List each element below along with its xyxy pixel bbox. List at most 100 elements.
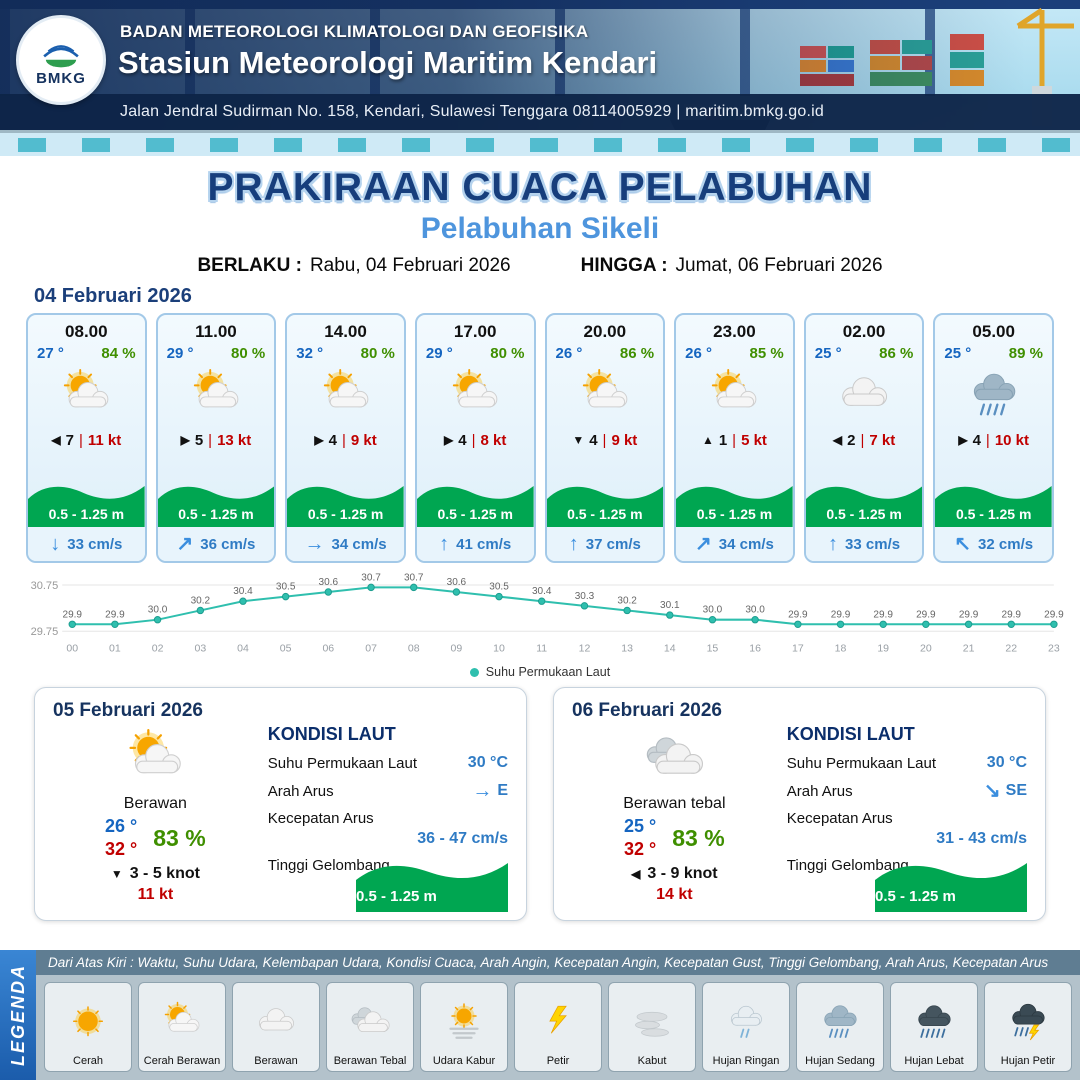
wave-band: 0.5 - 1.25 m (28, 477, 145, 527)
wind-speed-value: 4 (328, 431, 337, 449)
title-section: PRAKIRAAN CUACA PELABUHAN Pelabuhan Sike… (0, 156, 1080, 277)
legend-section: LEGENDA Dari Atas Kiri : Waktu, Suhu Uda… (0, 950, 1080, 1080)
current-direction-icon: ↘ (983, 780, 1001, 803)
wave-height-value: 0.5 - 1.25 m (307, 506, 384, 522)
svg-text:29.9: 29.9 (873, 609, 893, 620)
svg-text:30.75: 30.75 (31, 580, 59, 592)
svg-text:30.2: 30.2 (617, 595, 637, 606)
daily-humidity: 83 % (153, 824, 206, 851)
chart-legend: Suhu Permukaan Laut (16, 665, 1064, 679)
wind-row: ▶ 4 | 8 kt (417, 428, 534, 452)
wind-direction-icon: ▶ (444, 433, 454, 447)
current-direction-value: SE (1005, 782, 1027, 800)
current-direction-icon: ↑ (439, 533, 450, 555)
svg-text:10: 10 (493, 642, 505, 654)
legend-item-label: Petir (546, 1055, 570, 1067)
current-speed-value: 33 cm/s (67, 535, 123, 553)
svg-text:30.0: 30.0 (703, 605, 723, 616)
svg-text:29.75: 29.75 (31, 626, 59, 638)
svg-text:05: 05 (280, 642, 292, 654)
wave-shape (416, 486, 534, 527)
current-direction-icon: ↖ (954, 533, 972, 555)
daily-wind-range: 3 - 9 knot (647, 865, 718, 883)
hourly-forecast-card: 23.00 26 ° 85 % ▲ 1 | 5 kt 0.5 - 1.25 m … (674, 313, 795, 563)
wind-speed-value: 5 (194, 431, 204, 449)
wave-height-label: Tinggi Gelombang (786, 857, 909, 875)
svg-text:30.4: 30.4 (233, 586, 253, 597)
wave-band: 0.5 - 1.25 m (546, 477, 664, 527)
wind-knots: 7 kt (869, 431, 896, 449)
svg-text:02: 02 (152, 642, 164, 654)
svg-text:29.9: 29.9 (916, 609, 936, 620)
legend-note: Dari Atas Kiri : Waktu, Suhu Udara, Kele… (36, 950, 1080, 975)
daily-condition: Berawan (123, 795, 187, 813)
svg-text:30.3: 30.3 (575, 591, 595, 602)
wave-height-value: 0.5 - 1.25 m (826, 506, 902, 522)
legend-item: Berawan (232, 982, 320, 1072)
validity-period: BERLAKU : Rabu, 04 Februari 2026 HINGGA :… (0, 255, 1080, 277)
legend-item-label: Udara Kabur (432, 1055, 496, 1067)
current-direction-icon: → (304, 533, 325, 555)
wave-height-value: 0.5 - 1.25 m (437, 506, 513, 522)
card-temperature: 29 ° (425, 345, 453, 362)
svg-text:29.9: 29.9 (959, 609, 979, 620)
chart-legend-label: Suhu Permukaan Laut (485, 665, 611, 680)
current-speed-value: 32 cm/s (978, 535, 1034, 553)
wind-separator: | (732, 431, 737, 449)
current-direction-label: Arah Arus (786, 782, 853, 800)
current-row: ↖ 32 cm/s (935, 527, 1052, 561)
wind-knots: 11 kt (87, 431, 122, 449)
svg-text:21: 21 (963, 642, 975, 654)
svg-text:15: 15 (707, 642, 719, 654)
sea-conditions-panel: KONDISI LAUT Suhu Permukaan Laut 30 °C A… (777, 724, 1027, 913)
daily-forecast-card: 05 Februari 2026 Berawan 26 ° 32 ° 83 % (34, 687, 527, 922)
card-temperature: 32 ° (296, 345, 324, 362)
legend-item-icon (437, 988, 491, 1055)
address-band: Jalan Jendral Sudirman No. 158, Kendari,… (0, 94, 1080, 130)
current-direction-icon: ↗ (176, 533, 194, 555)
wind-row: ◀ 7 | 11 kt (28, 428, 145, 452)
wave-height-box: 0.5 - 1.25 m (875, 854, 1027, 913)
card-temperature: 25 ° (814, 345, 842, 362)
card-humidity: 80 % (360, 345, 395, 362)
legend-item-label: Hujan Petir (1000, 1055, 1056, 1067)
current-direction-icon: ↓ (50, 533, 61, 555)
legend-dot-icon (469, 667, 479, 677)
legend-item-icon (531, 988, 585, 1055)
hourly-forecast-card: 20.00 26 ° 86 % ▼ 4 | 9 kt 0.5 - 1.25 m … (544, 313, 666, 563)
daily-temp-min: 25 ° (624, 816, 657, 837)
valid-until: HINGGA : Jumat, 06 Februari 2026 (581, 255, 883, 277)
card-time: 08.00 (65, 322, 108, 341)
current-row: ↓ 33 cm/s (28, 527, 145, 561)
current-speed-value: 33 cm/s (845, 535, 901, 553)
svg-text:30.7: 30.7 (361, 572, 381, 583)
legend-sidebar-label: LEGENDA (7, 963, 28, 1066)
sst-label: Suhu Permukaan Laut (267, 754, 418, 772)
weather-icon (287, 362, 404, 428)
wind-separator: | (341, 431, 346, 449)
wave-band: 0.5 - 1.25 m (805, 477, 923, 527)
svg-text:29.9: 29.9 (788, 609, 808, 620)
svg-text:22: 22 (1005, 642, 1017, 654)
wave-shape (935, 486, 1052, 527)
bmkg-logo: BMKG (16, 15, 106, 105)
hourly-forecast-card: 17.00 29 ° 80 % ▶ 4 | 8 kt 0.5 - 1.25 m … (414, 313, 536, 563)
wind-row: ▼ 4 | 9 kt (547, 428, 664, 452)
card-time: 11.00 (195, 322, 237, 341)
legend-item-icon (813, 988, 867, 1055)
legend-sidebar: LEGENDA (0, 950, 36, 1080)
legend-item-icon (343, 988, 397, 1055)
wave-shape (546, 486, 664, 527)
wind-knots: 9 kt (350, 431, 377, 449)
legend-item-label: Cerah Berawan (143, 1055, 221, 1067)
current-direction-icon: ↗ (695, 533, 712, 555)
card-humidity: 86 % (879, 345, 914, 362)
sst-chart: 30.75 29.75 29.9 29.9 30.0 30.2 30.4 30.… (31, 572, 1064, 654)
daily-weather-icon (634, 724, 714, 794)
svg-text:29.9: 29.9 (1044, 609, 1064, 620)
current-speed-value: 36 - 47 cm/s (417, 830, 508, 848)
current-speed-value: 36 cm/s (200, 535, 256, 553)
wave-height-label: Tinggi Gelombang (267, 857, 390, 875)
wind-speed-value: 4 (458, 431, 467, 449)
wave-height-box: 0.5 - 1.25 m (356, 854, 508, 913)
